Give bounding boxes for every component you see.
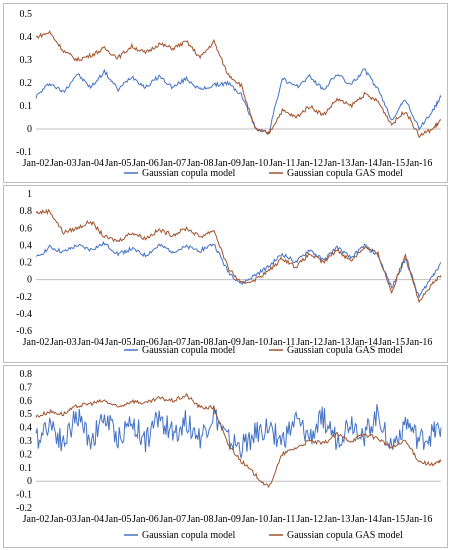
x-tick-label: Jan-06 <box>132 158 159 169</box>
y-tick-label: 0.2 <box>20 258 33 269</box>
x-tick-label: Jan-16 <box>406 158 433 169</box>
x-tick-label: Jan-16 <box>406 337 433 348</box>
x-tick-label: Jan-06 <box>132 337 159 348</box>
x-tick-label: Jan-10 <box>242 158 269 169</box>
y-tick-label: 0.1 <box>20 101 33 112</box>
x-tick-label: Jan-02 <box>23 158 50 169</box>
y-tick-label: 0.1 <box>20 463 33 474</box>
x-tick-label: Jan-15 <box>378 158 405 169</box>
x-tick-label: Jan-12 <box>296 158 323 169</box>
x-tick-label: Jan-16 <box>406 514 433 525</box>
x-tick-label: Jan-11 <box>269 514 295 525</box>
x-tick-label: Jan-05 <box>105 337 132 348</box>
x-tick-label: Jan-14 <box>351 337 378 348</box>
x-tick-label: Jan-14 <box>351 514 378 525</box>
x-tick-label: Jan-08 <box>187 158 214 169</box>
x-tick-label: Jan-08 <box>187 337 214 348</box>
x-tick-label: Jan-04 <box>77 514 104 525</box>
y-tick-label: 0.2 <box>20 449 33 460</box>
y-tick-label: 0.6 <box>20 396 33 407</box>
y-tick-label: -0.4 <box>16 309 32 320</box>
x-tick-label: Jan-14 <box>351 158 378 169</box>
y-tick-label: 0.5 <box>20 9 33 20</box>
y-tick-label: 0 <box>27 124 32 135</box>
legend-label: Gaussian copula model <box>142 168 236 179</box>
y-tick-label: 0 <box>27 476 32 487</box>
legend-label: Gaussian copula model <box>142 345 236 356</box>
y-tick-label: -0.1 <box>16 490 32 501</box>
y-tick-label: 0 <box>27 275 32 286</box>
x-tick-label: Jan-07 <box>159 514 186 525</box>
x-tick-label: Jan-03 <box>50 514 77 525</box>
legend-label: Gaussian copula GAS model <box>287 345 403 356</box>
chart-panel-middle: 1 0.8 0.6 0.4 0.2 0 -0.2 -0.4 -0.6 Jan-02 Jan-03 Ja… <box>3 185 448 363</box>
x-tick-label: Jan-09 <box>214 337 241 348</box>
y-tick-label: 0.4 <box>20 423 33 434</box>
y-tick-label: 1 <box>27 189 32 200</box>
x-tick-label: Jan-03 <box>50 337 77 348</box>
x-tick-label: Jan-12 <box>296 337 323 348</box>
x-tick-label: Jan-04 <box>77 337 104 348</box>
x-tick-label: Jan-08 <box>187 514 214 525</box>
x-tick-label: Jan-04 <box>77 158 104 169</box>
x-tick-label: Jan-13 <box>324 158 351 169</box>
x-tick-label: Jan-06 <box>132 514 159 525</box>
series-line <box>35 68 442 135</box>
y-tick-label: -0.6 <box>16 326 32 337</box>
legend-label: Gaussian copula GAS model <box>287 530 403 541</box>
y-tick-label: 0.7 <box>20 382 33 393</box>
series-line <box>35 392 442 489</box>
legend-label: Gaussian copula GAS model <box>287 168 403 179</box>
x-tick-label: Jan-09 <box>214 514 241 525</box>
y-tick-label: -0.1 <box>16 147 32 158</box>
legend-label: Gaussian copula model <box>142 530 236 541</box>
chart-panel-bottom: 0.8 0.7 0.6 0.5 0.4 0.3 0.2 0.1 0 -0.1 -0.2 Jan-02 J… <box>3 365 448 548</box>
x-tick-label: Jan-10 <box>242 337 269 348</box>
x-tick-label: Jan-15 <box>378 514 405 525</box>
y-tick-label: -0.2 <box>16 292 32 303</box>
y-tick-label: 0.6 <box>20 223 33 234</box>
series-line <box>35 208 442 304</box>
x-tick-label: Jan-13 <box>324 337 351 348</box>
x-tick-label: Jan-11 <box>269 158 295 169</box>
x-tick-label: Jan-02 <box>23 337 50 348</box>
x-tick-label: Jan-07 <box>159 337 186 348</box>
y-tick-label: 0.2 <box>20 78 33 89</box>
y-tick-label: 0.8 <box>20 206 33 217</box>
x-tick-label: Jan-05 <box>105 514 132 525</box>
series-line <box>35 30 441 139</box>
y-tick-label: 0.8 <box>20 369 33 380</box>
x-tick-label: Jan-13 <box>324 514 351 525</box>
x-tick-label: Jan-10 <box>242 514 269 525</box>
x-tick-label: Jan-09 <box>214 158 241 169</box>
x-tick-label: Jan-03 <box>50 158 77 169</box>
y-tick-label: -0.2 <box>16 503 32 514</box>
x-tick-label: Jan-02 <box>23 514 50 525</box>
x-tick-label: Jan-07 <box>159 158 186 169</box>
y-tick-label: 0.3 <box>20 436 33 447</box>
x-tick-label: Jan-15 <box>378 337 405 348</box>
x-tick-label: Jan-05 <box>105 158 132 169</box>
y-tick-label: 0.5 <box>20 409 33 420</box>
y-tick-label: 0.3 <box>20 55 33 66</box>
series-line <box>35 404 442 459</box>
y-tick-label: 0.4 <box>20 32 33 43</box>
y-tick-label: 0.4 <box>20 240 33 251</box>
x-tick-label: Jan-11 <box>269 337 295 348</box>
chart-panel-top: 0.5 0.4 0.3 0.2 0.1 0 -0.1 Jan-02 Jan-03 Jan-04 Ja… <box>3 3 448 183</box>
series-line <box>35 240 442 299</box>
x-tick-label: Jan-12 <box>296 514 323 525</box>
